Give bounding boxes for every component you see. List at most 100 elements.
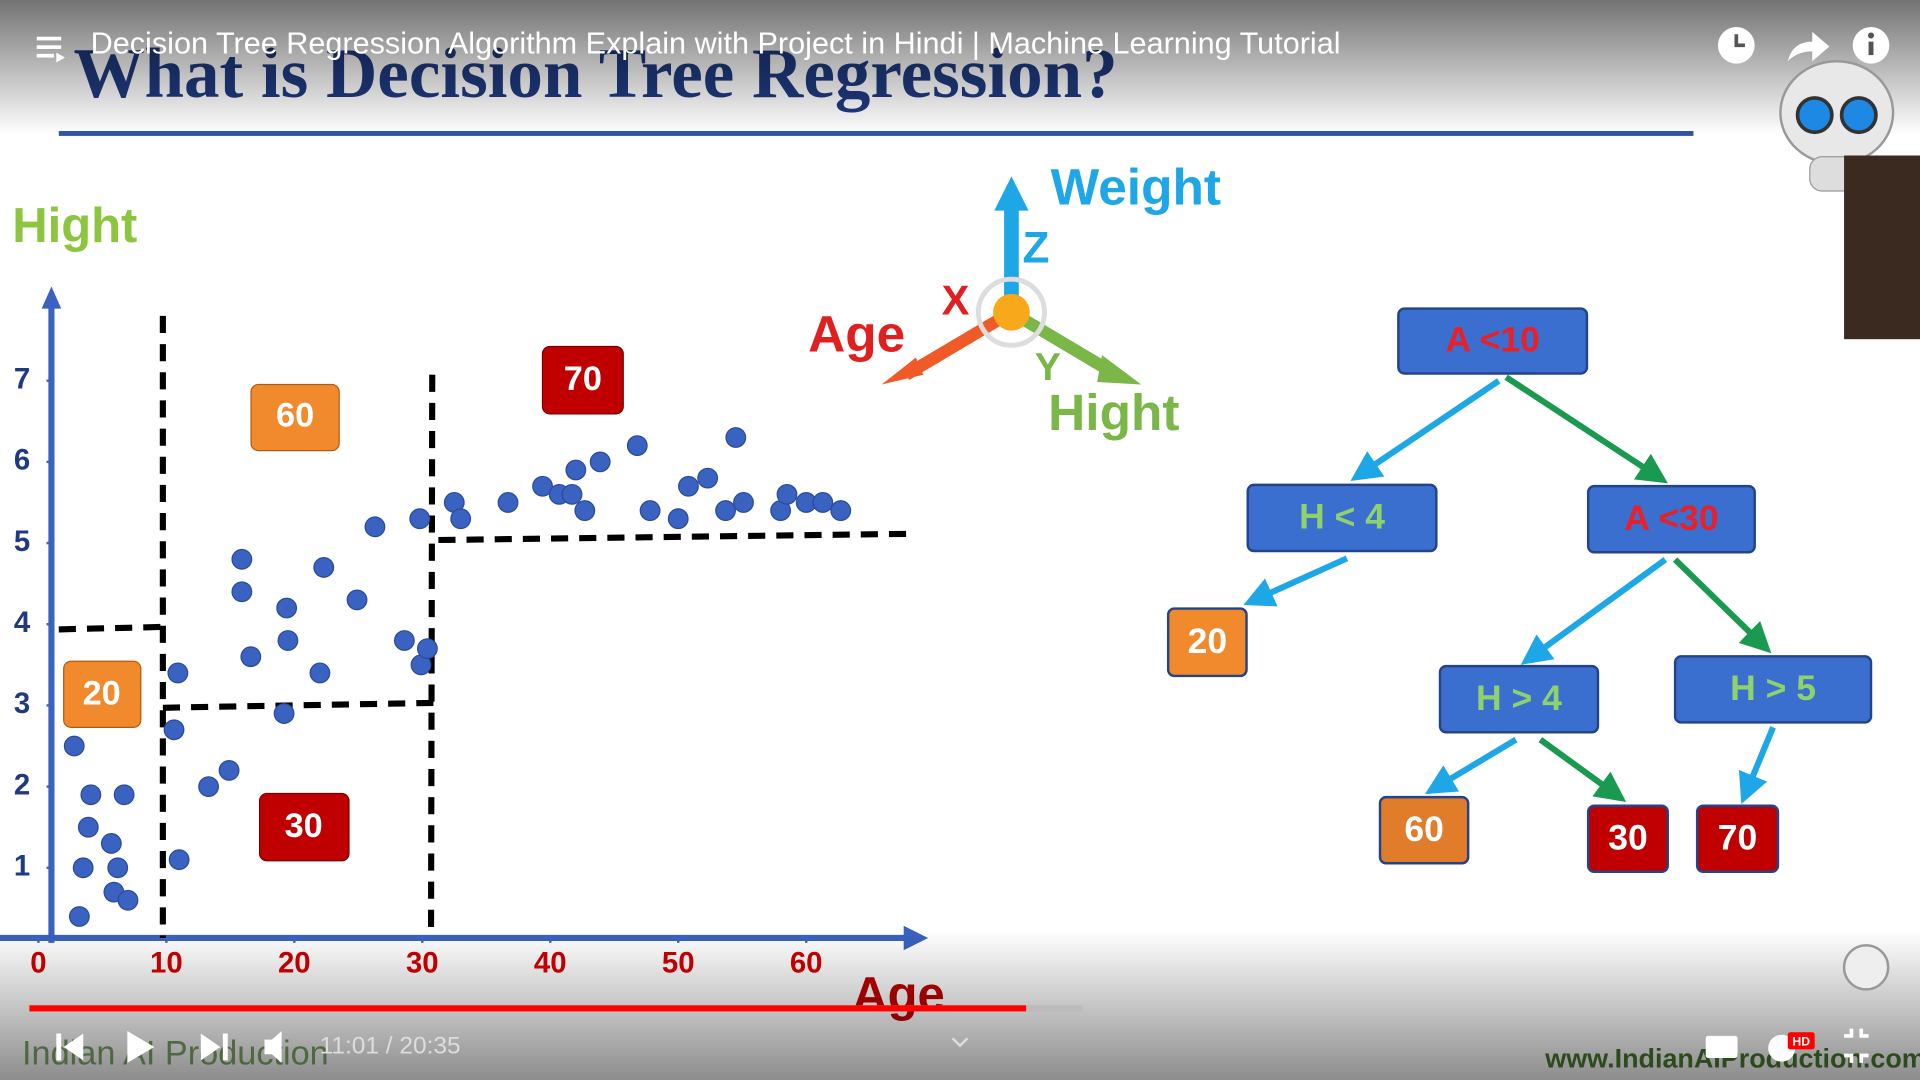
previous-button[interactable] [56, 1033, 84, 1061]
data-point [561, 483, 583, 505]
data-point [276, 597, 298, 619]
axis-arrow [41, 286, 62, 309]
data-point [532, 475, 553, 497]
data-point [626, 435, 648, 457]
tree-node-label: A <10 [1445, 320, 1539, 360]
x-tick-label: 40 [534, 947, 567, 980]
data-point [63, 735, 85, 757]
data-point [409, 508, 431, 530]
tree-node-label: 20 [1188, 621, 1228, 661]
data-point [277, 630, 299, 651]
data-point [733, 492, 754, 513]
x-tick-label: 0 [30, 947, 46, 980]
data-point [589, 451, 611, 473]
tree-edges [1243, 374, 1776, 805]
axis-arrow [881, 357, 924, 385]
region-box [541, 345, 624, 415]
tree-node [1586, 484, 1756, 554]
data-point [497, 492, 519, 513]
tree-node [1438, 664, 1600, 734]
axis-arrow [1097, 355, 1142, 385]
next-button[interactable] [200, 1033, 228, 1061]
y-label: Hight [1048, 383, 1179, 441]
tree-node [1246, 483, 1438, 553]
y-tick-label: 6 [14, 444, 30, 477]
channel-watermark-icon[interactable] [1842, 944, 1890, 991]
play-button[interactable] [127, 1031, 155, 1063]
y-tick-label: 3 [14, 687, 30, 720]
data-point [113, 784, 135, 806]
data-point [725, 427, 747, 448]
playlist-icon[interactable] [36, 36, 65, 63]
y-tick-label: 4 [14, 606, 31, 639]
x-label: Age [808, 305, 905, 363]
data-point [364, 516, 386, 538]
progress-played[interactable] [29, 1005, 1027, 1012]
info-dot [1867, 32, 1875, 39]
x-tick-label: 50 [662, 947, 695, 980]
x-tick-label: 60 [790, 947, 823, 980]
data-point [417, 638, 438, 660]
data-point [346, 589, 368, 611]
tree-node [1166, 607, 1248, 678]
data-point [167, 662, 189, 684]
data-point [639, 500, 661, 521]
controls [56, 1031, 282, 1063]
data-point [163, 719, 185, 741]
video-title[interactable]: Decision Tree Regression Algorithm Expla… [91, 26, 1341, 60]
volume-button[interactable] [264, 1031, 282, 1063]
y-tick-label: 1 [14, 850, 30, 883]
tree-node-label: A <30 [1624, 498, 1718, 538]
data-point [100, 833, 122, 854]
share-icon[interactable] [1787, 31, 1830, 62]
tree-edge [1243, 555, 1349, 607]
data-point [812, 492, 834, 513]
y-axis-label: Hight [12, 199, 137, 253]
tree-node-label: H > 5 [1730, 668, 1816, 708]
tree-node [1673, 655, 1873, 724]
region-label: 70 [564, 360, 602, 398]
data-point [273, 703, 295, 724]
data-point [830, 500, 852, 521]
z-label: Weight [1051, 158, 1221, 216]
top-gradient [0, 0, 1920, 135]
data-point [667, 508, 689, 530]
data-point [117, 889, 139, 911]
captions-button[interactable] [1705, 1035, 1738, 1058]
data-point [77, 816, 99, 838]
tree-edge [1538, 737, 1627, 802]
y-tick-label: 2 [14, 768, 30, 801]
region-label: 60 [276, 397, 314, 435]
tree-edge [1672, 557, 1772, 654]
region-box [250, 383, 340, 452]
data-point [80, 784, 102, 806]
region-box [63, 660, 142, 728]
tree-node [1378, 795, 1470, 865]
data-point [678, 475, 699, 497]
data-point [72, 857, 94, 879]
tree-edge [1504, 374, 1668, 484]
tree-node-label: 60 [1404, 809, 1444, 849]
z-letter: Z [1022, 224, 1049, 273]
region-label: 20 [83, 675, 121, 713]
split-line [58, 623, 163, 633]
tree-edge [1520, 557, 1668, 665]
clock-hands [1734, 34, 1745, 48]
origin-ring [975, 276, 1047, 348]
thumbnail[interactable] [1844, 155, 1920, 340]
info-mark [1868, 41, 1874, 56]
x-tick-label: 10 [150, 947, 183, 980]
chevron[interactable] [951, 1037, 969, 1048]
data-point [107, 857, 129, 879]
origin [993, 293, 1030, 331]
data-point [168, 849, 190, 871]
tree-node-label: H > 4 [1476, 678, 1562, 718]
decision-tree: A <10 H < 4 A <30 20 H > 4 H > 5 60 30 70 [1166, 307, 1873, 874]
tree-node [1586, 804, 1669, 874]
split-line [438, 530, 907, 544]
tree-node [1695, 804, 1780, 874]
time-display: 11:01 / 20:35 [320, 1032, 461, 1059]
data-point [697, 467, 719, 489]
fullscreen-button[interactable] [1844, 1028, 1869, 1063]
